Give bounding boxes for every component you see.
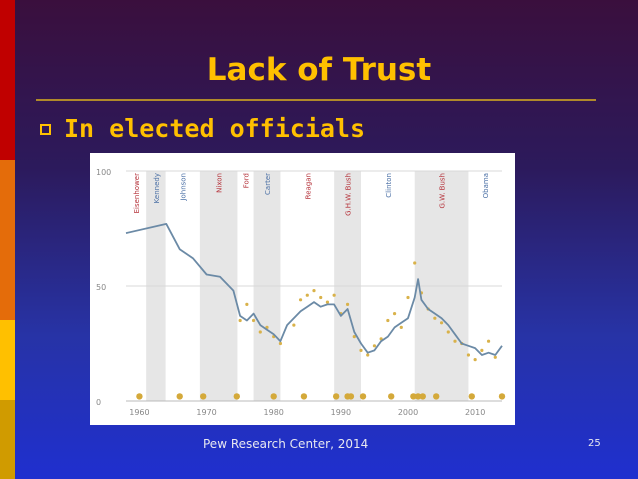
left-accent-bar: [0, 0, 15, 479]
survey-point: [312, 289, 316, 293]
survey-point: [399, 325, 403, 329]
survey-point: [325, 300, 330, 304]
baseline-marker: [233, 393, 240, 400]
left-bar-segment: [0, 0, 15, 160]
survey-point: [480, 348, 484, 352]
survey-point: [332, 293, 336, 297]
survey-point: [352, 335, 356, 339]
trust-chart: 0 50 100 1960 1970 1980 1990 2000 2010 Eisenhower…: [90, 153, 515, 425]
baseline-marker: [410, 393, 417, 400]
survey-point: [278, 341, 283, 346]
presidency-label: Clinton: [385, 173, 393, 198]
survey-point: [258, 330, 262, 334]
survey-point: [473, 358, 477, 362]
presidency-label: Nixon: [216, 173, 224, 193]
baseline-marker: [359, 393, 367, 400]
baseline-marker: [300, 393, 308, 400]
trust-trend-line: [125, 223, 503, 356]
survey-point: [406, 295, 410, 300]
y-tick-label: 0: [96, 398, 101, 407]
bullet-square-icon: [40, 124, 51, 135]
survey-point: [392, 312, 397, 316]
baseline-marker: [498, 393, 506, 400]
x-tick-label: 1980: [264, 408, 284, 417]
survey-point: [493, 355, 497, 359]
survey-point: [292, 323, 296, 327]
left-bar-segment: [0, 320, 15, 400]
baseline-marker: [136, 393, 143, 400]
survey-point: [298, 298, 303, 302]
baseline-marker: [332, 393, 340, 400]
survey-point: [466, 353, 471, 357]
left-bar-segment: [0, 160, 15, 320]
survey-point: [372, 344, 377, 348]
survey-point: [453, 339, 457, 343]
baseline-marker: [414, 393, 422, 400]
survey-point: [386, 318, 390, 323]
title-divider: [36, 99, 596, 101]
presidency-label: G.W. Bush: [439, 173, 447, 209]
left-bar-segment: [0, 400, 15, 479]
baseline-marker: [419, 393, 426, 400]
survey-point: [238, 318, 242, 323]
survey-point: [366, 353, 370, 357]
presidency-label: Carter: [264, 173, 272, 195]
bullet-text: In elected officials: [64, 114, 366, 143]
presidency-label: Eisenhower: [133, 173, 141, 214]
baseline-marker: [176, 393, 183, 400]
baseline-marker: [270, 393, 277, 400]
presidency-label: Kennedy: [153, 173, 161, 203]
survey-point: [433, 316, 437, 320]
survey-point: [359, 348, 363, 352]
y-tick-label: 50: [96, 283, 106, 292]
baseline-marker: [388, 393, 395, 400]
x-tick-label: 2000: [398, 408, 418, 417]
baseline-marker: [200, 393, 207, 400]
survey-point: [486, 339, 491, 343]
x-tick-label: 1990: [331, 408, 351, 417]
baseline-marker: [468, 393, 475, 400]
page-number: 25: [588, 438, 601, 449]
survey-point: [251, 318, 256, 323]
survey-point: [439, 321, 444, 325]
survey-point: [245, 302, 249, 306]
presidency-label: Johnson: [180, 173, 188, 202]
x-tick-label: 1960: [129, 408, 149, 417]
survey-point: [305, 293, 309, 297]
baseline-marker: [433, 393, 440, 400]
survey-point: [345, 302, 350, 306]
baseline-marker: [347, 393, 355, 400]
x-tick-label: 2010: [465, 408, 485, 417]
source-citation: Pew Research Center, 2014: [203, 437, 369, 451]
x-tick-label: 1970: [196, 408, 216, 417]
survey-point: [319, 295, 323, 300]
survey-point: [413, 261, 417, 265]
slide-title: Lack of Trust: [206, 52, 432, 88]
chart-svg: 0 50 100 1960 1970 1980 1990 2000 2010 Eisenhower…: [96, 168, 506, 417]
presidency-label: Ford: [243, 173, 251, 188]
y-tick-label: 100: [96, 168, 111, 177]
presidency-label: Reagan: [304, 173, 312, 199]
presidency-label: Obama: [482, 173, 490, 198]
presidency-label: G.H.W. Bush: [345, 173, 353, 216]
survey-point: [446, 330, 450, 334]
